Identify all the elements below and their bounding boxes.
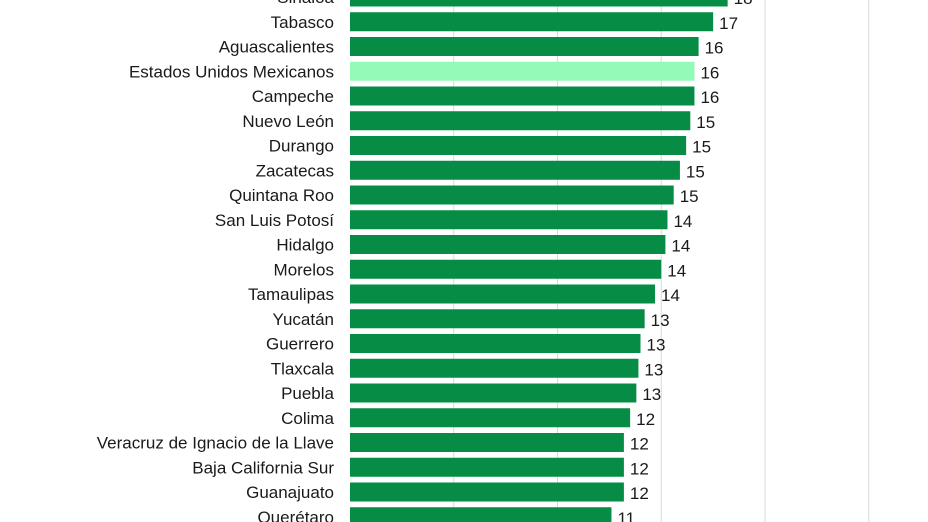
value-label: 12 (630, 435, 649, 454)
category-label: Veracruz de Ignacio de la Llave (97, 434, 334, 453)
category-label: Tlaxcala (271, 359, 335, 378)
category-label: Aguascalientes (219, 38, 334, 57)
category-label: Guanajuato (246, 483, 334, 502)
value-label: 12 (636, 410, 655, 429)
category-label: San Luis Potosí (215, 211, 334, 230)
bar-tabasco (350, 12, 714, 32)
value-label: 14 (661, 286, 680, 305)
value-label: 15 (680, 187, 699, 206)
value-label: 16 (700, 88, 719, 107)
value-label: 15 (686, 162, 705, 181)
bar-yucatan (350, 309, 645, 329)
bar-puebla (350, 383, 637, 403)
bars-group (350, 0, 728, 522)
bar-guerrero (350, 334, 641, 353)
bar-veracruz-de-ignacio-de-la-llave (350, 433, 624, 452)
bar-morelos (350, 259, 662, 279)
bar-sinaloa (350, 0, 728, 7)
bar-quintana-roo (350, 185, 674, 205)
category-label: Yucatán (273, 310, 334, 329)
category-label: Nuevo León (242, 112, 334, 131)
value-label: 11 (617, 509, 635, 522)
value-label: 17 (719, 14, 738, 33)
value-label: 14 (673, 212, 692, 231)
value-label: 13 (651, 311, 670, 330)
value-label: 12 (630, 459, 649, 478)
category-label: Estados Unidos Mexicanos (129, 62, 334, 81)
bar-san-luis-potosi (350, 210, 668, 230)
value-label: 16 (700, 63, 719, 82)
bar-nuevo-leon (350, 111, 691, 131)
category-label: Zacatecas (256, 161, 334, 180)
category-label: Quintana Roo (229, 186, 334, 205)
bar-tlaxcala (350, 358, 639, 378)
category-label: Campeche (252, 87, 334, 106)
value-label: 13 (644, 360, 663, 379)
category-label: Querétaro (257, 508, 334, 522)
bar-campeche (350, 86, 695, 106)
category-label: Tamaulipas (248, 285, 334, 304)
bar-durango (350, 136, 687, 155)
category-label: Baja California Sur (192, 458, 334, 477)
category-labels: Sinaloa Tabasco Aguascalientes Estados Unid… (97, 0, 335, 522)
bar-colima (350, 408, 631, 428)
category-label: Guerrero (266, 335, 334, 354)
category-label: Hidalgo (276, 236, 334, 255)
bar-zacatecas (350, 160, 680, 180)
value-label: 15 (692, 138, 711, 157)
bar-aguascalientes (350, 37, 699, 56)
value-label: 18 (734, 0, 753, 8)
bar-baja-california-sur (350, 457, 624, 477)
value-label: 15 (696, 113, 715, 132)
category-label: Sinaloa (277, 0, 334, 7)
value-label: 14 (671, 237, 690, 256)
value-label: 13 (642, 385, 661, 404)
bar-hidalgo (350, 235, 666, 254)
value-label: 12 (630, 484, 649, 503)
category-label: Durango (269, 137, 334, 156)
category-label: Morelos (274, 260, 334, 279)
bar-guanajuato (350, 482, 624, 502)
bar-queretaro (350, 507, 612, 522)
value-label: 13 (647, 336, 666, 355)
value-labels: 18 17 16 16 16 15 15 15 15 14 14 14 14 13 13 13 13 12 12 12… (617, 0, 752, 522)
value-label: 14 (667, 261, 686, 280)
value-label: 16 (705, 39, 724, 58)
category-label: Tabasco (271, 13, 334, 32)
category-label: Puebla (281, 384, 334, 403)
category-label: Colima (281, 409, 334, 428)
bar-tamaulipas (350, 284, 656, 304)
bar-estados-unidos-mexicanos (350, 61, 695, 81)
